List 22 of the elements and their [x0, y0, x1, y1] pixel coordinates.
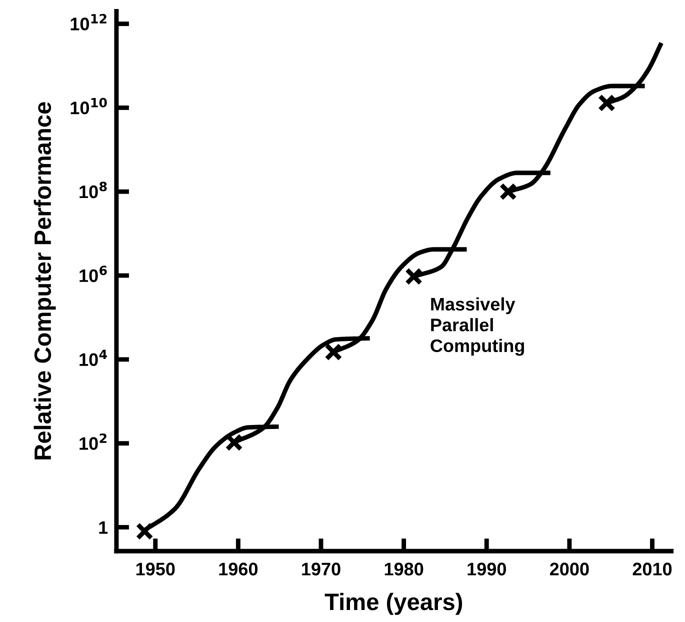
y-tick-label: 10$^{4}$ [80, 350, 107, 366]
y-tick-label: 10$^{10}$ [70, 98, 107, 114]
x-tick-label: 1960 [219, 562, 258, 576]
y-tick-label: 10$^{2}$ [80, 433, 106, 450]
point [324, 343, 342, 361]
y-tick-label: 10$^{12}$ [70, 14, 106, 30]
point [404, 268, 423, 286]
x-tick-label: 1980 [384, 562, 424, 576]
y-tick-label: 10$^{8}$ [80, 182, 107, 198]
x-tick-label: 2010 [632, 562, 672, 576]
point [598, 94, 616, 112]
x-tick-label: 1950 [136, 562, 175, 576]
x-tick-label: 1990 [468, 562, 506, 576]
point [225, 434, 243, 452]
y-axis-title: Relative Computer Performance [34, 102, 56, 460]
annotation: Massively Parallel Computing [430, 297, 524, 356]
point [499, 182, 517, 200]
y-tick-label: 1 [99, 521, 108, 534]
x-axis-title: Time (years) [324, 592, 462, 615]
y-tick-label: 10$^{6}$ [80, 266, 107, 282]
x-tick-label: 2000 [550, 562, 589, 576]
x-tick-label: 1970 [302, 562, 340, 576]
